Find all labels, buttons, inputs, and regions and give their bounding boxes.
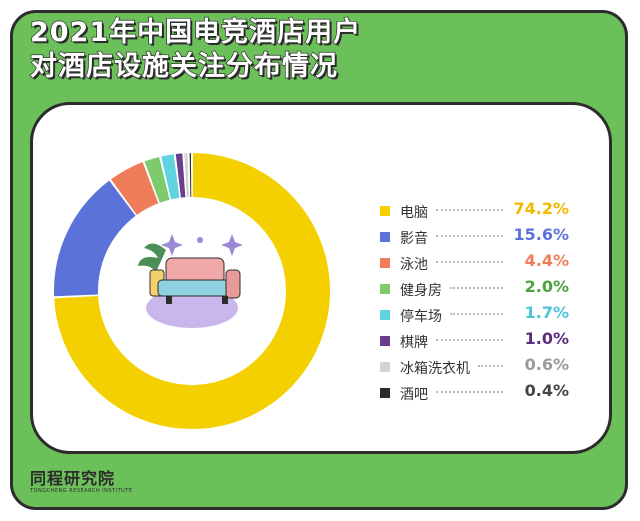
legend-label: 酒吧: [400, 387, 428, 403]
donut-slice-2: [54, 180, 136, 297]
donut-slices: [54, 153, 331, 429]
legend-item: 电脑 74.2%: [380, 198, 575, 224]
sofa-arm-icon: [225, 269, 241, 299]
legend-value: 0.6%: [524, 355, 569, 374]
legend-swatch: [380, 258, 390, 268]
title-line-2: 对酒店设施关注分布情况: [29, 50, 338, 82]
legend-leader-dots: [436, 391, 503, 393]
sofa-plant-illustration: [138, 234, 243, 328]
sofa-leg-icon: [166, 296, 172, 304]
donut-slice-7: [184, 153, 189, 198]
legend-swatch: [380, 232, 390, 242]
legend-item: 酒吧 0.4%: [380, 380, 575, 406]
legend-item: 影音 15.6%: [380, 224, 575, 250]
legend-leader-dots: [436, 339, 503, 341]
logo: 同程研究院 TONGCHENG RESEARCH INSTITUTE: [30, 470, 133, 495]
legend-item: 棋牌 1.0%: [380, 328, 575, 354]
legend-swatch: [380, 284, 390, 294]
plant-leaves-icon: [138, 243, 166, 272]
legend-value: 74.2%: [513, 199, 569, 218]
legend-label: 影音: [400, 231, 428, 247]
legend-value: 15.6%: [513, 225, 569, 244]
legend-label: 电脑: [400, 205, 428, 221]
sparkle-icon: [161, 234, 183, 256]
sparkle-dot-icon: [197, 237, 203, 243]
sparkle-icon: [221, 234, 243, 256]
donut-slice-8: [189, 153, 192, 198]
legend-swatch: [380, 388, 390, 398]
logo-name: 同程研究院: [30, 469, 116, 488]
legend-leader-dots: [436, 261, 503, 263]
legend-value: 2.0%: [524, 277, 569, 296]
legend-leader-dots: [450, 287, 503, 289]
legend-swatch: [380, 362, 390, 372]
sofa-leg-icon: [222, 296, 228, 304]
legend-swatch: [380, 310, 390, 320]
legend-swatch: [380, 336, 390, 346]
legend-value: 1.0%: [524, 329, 569, 348]
title-line-1: 2021年中国电竞酒店用户: [29, 16, 362, 48]
legend-leader-dots: [436, 209, 503, 211]
legend-item: 泳池 4.4%: [380, 250, 575, 276]
donut-slice-3: [110, 162, 159, 215]
legend-label: 泳池: [400, 257, 428, 273]
legend-leader-dots: [436, 235, 503, 237]
legend-label: 冰箱洗衣机: [400, 361, 470, 377]
legend-label: 棋牌: [400, 335, 428, 351]
legend-label: 健身房: [400, 283, 442, 299]
donut-slice-1: [54, 153, 331, 429]
legend-value: 0.4%: [524, 381, 569, 400]
legend-value: 4.4%: [524, 251, 569, 270]
logo-subtitle: TONGCHENG RESEARCH INSTITUTE: [30, 488, 133, 494]
sofa-seat-icon: [157, 279, 235, 297]
legend-item: 健身房 2.0%: [380, 276, 575, 302]
chart-title: 2021年中国电竞酒店用户 对酒店设施关注分布情况: [29, 16, 362, 84]
legend-item: 停车场 1.7%: [380, 302, 575, 328]
donut-slice-6: [175, 153, 186, 198]
legend-leader-dots: [478, 365, 503, 367]
legend-item: 冰箱洗衣机 0.6%: [380, 354, 575, 380]
legend: 电脑 74.2% 影音 15.6% 泳池 4.4% 健身房 2.0% 停车场 1.7% 棋牌 1.0%…: [380, 198, 575, 406]
legend-value: 1.7%: [524, 303, 569, 322]
legend-leader-dots: [450, 313, 503, 315]
donut-slice-4: [144, 156, 170, 203]
legend-label: 停车场: [400, 309, 442, 325]
donut-slice-5: [161, 154, 180, 200]
legend-swatch: [380, 206, 390, 216]
